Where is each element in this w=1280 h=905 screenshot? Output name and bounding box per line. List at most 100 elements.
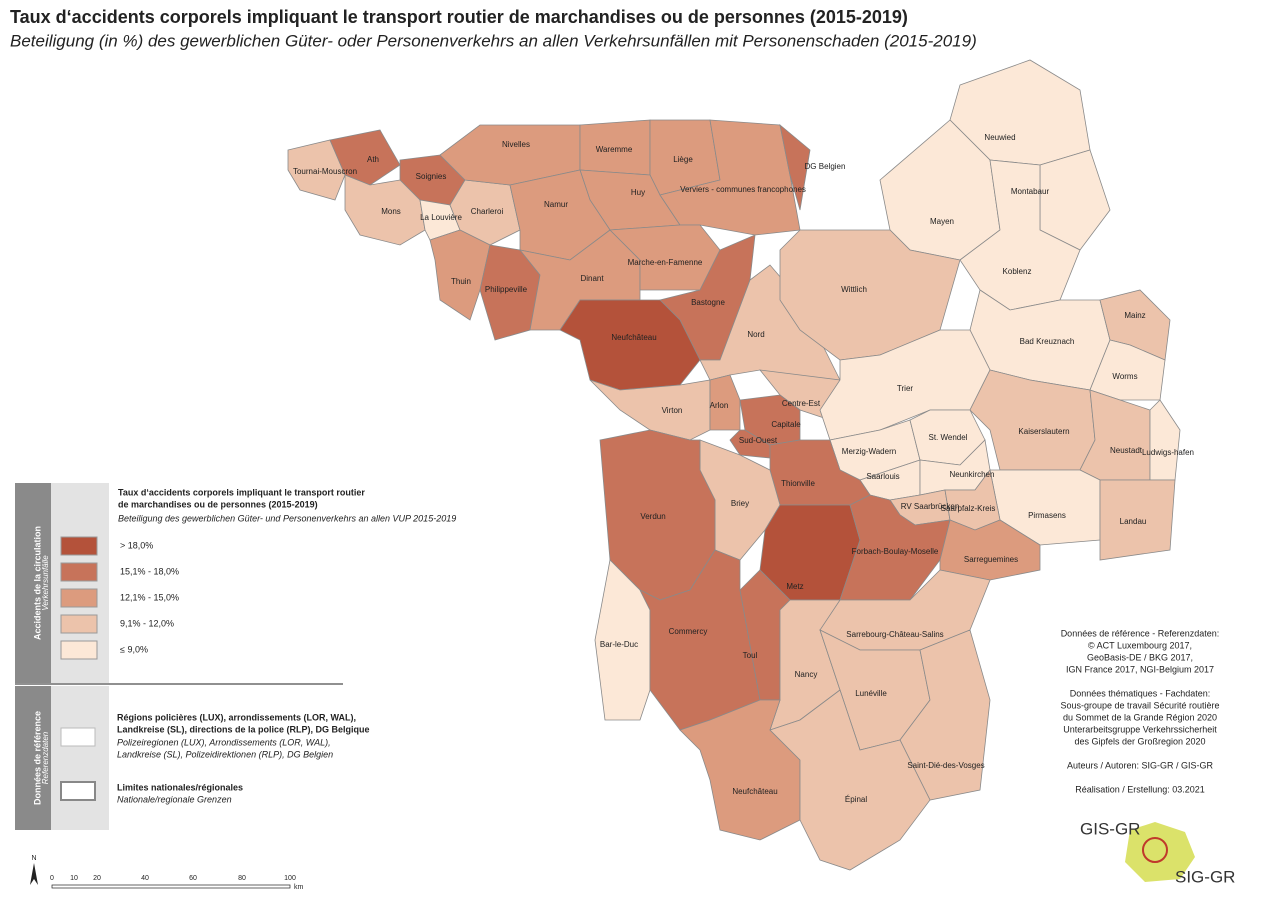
region-label: Neunkirchen [950, 470, 995, 479]
scale-label: 40 [141, 875, 149, 882]
legend-swatch [60, 640, 98, 660]
region-label: Wittlich [841, 285, 867, 294]
region-label: Bad Kreuznach [1020, 337, 1075, 346]
scale-label: 0 [50, 875, 54, 882]
region-label: Worms [1112, 372, 1137, 381]
region [429, 229, 491, 321]
region-label: Montabaur [1011, 187, 1050, 196]
legend-label: > 18,0% [120, 540, 153, 550]
credit-line: Unterarbeitsgruppe Verkehrssicherheit [1063, 724, 1217, 734]
region-label: Forbach-Boulay-Moselle [852, 547, 939, 556]
title: Taux d‘accidents corporels impliquant le… [10, 7, 908, 27]
region [899, 629, 991, 801]
legend-band [15, 483, 51, 683]
legend-side: Accidents de la circulation [32, 526, 42, 640]
ref-swatch [60, 781, 96, 801]
region [769, 689, 931, 871]
credits: Données de référence - Referenzdaten: © A… [1060, 628, 1219, 794]
region-label: Saint-Dié-des-Vosges [907, 761, 984, 770]
ref-text: Polizeiregionen (LUX), Arrondissements (… [117, 737, 331, 747]
region-label: Mons [381, 207, 401, 216]
region [1149, 399, 1181, 481]
legend-label: 12,1% - 15,0% [120, 592, 179, 602]
region-label: Épinal [845, 795, 867, 804]
scale-bar: N 0 10 20 40 60 80 100 km [30, 855, 304, 891]
region-label: Briey [731, 499, 749, 508]
region-label: Sud-Ouest [739, 436, 778, 445]
credit-line: Données de référence - Referenzdaten: [1061, 628, 1220, 638]
credit-line: © ACT Luxembourg 2017, [1088, 640, 1192, 650]
region-label: Soignies [416, 172, 447, 181]
region-label: Centre-Est [782, 399, 821, 408]
region-label: Liège [673, 155, 693, 164]
region-label: Merzig-Wadern [842, 447, 896, 456]
ref-text: Régions policières (LUX), arrondissement… [117, 712, 356, 722]
region-label: Koblenz [1003, 267, 1032, 276]
region-label: Ath [367, 155, 379, 164]
region [329, 129, 401, 186]
logo-text: GIS-GR [1080, 819, 1140, 838]
legend-band [51, 686, 109, 830]
legend-side: Données de référence [32, 711, 42, 805]
scale-label: 20 [93, 875, 101, 882]
logo-target [1142, 837, 1168, 863]
legend-swatch [60, 588, 98, 608]
subtitle: Beteiligung (in %) des gewerblichen Güte… [10, 31, 977, 50]
ref-text: Limites nationales/régionales [117, 782, 243, 792]
region-label: Metz [786, 582, 803, 591]
region-label: Ludwigs-hafen [1142, 448, 1194, 457]
region-label: Dinant [580, 274, 604, 283]
legend-title: de marchandises ou de personnes (2015-20… [118, 499, 318, 509]
region-label: DG Belgien [805, 162, 846, 171]
legend-side: Referenzdaten [41, 731, 50, 784]
region-label: Saarlouis [866, 472, 899, 481]
ref-swatch [60, 727, 96, 747]
legend-swatch [60, 614, 98, 634]
scale-unit: km [294, 884, 304, 891]
region-label: Lunéville [855, 689, 887, 698]
logo: GIS-GR SIG-GR [1080, 819, 1235, 886]
legend-label: 9,1% - 12,0% [120, 618, 174, 628]
region [939, 519, 1041, 581]
credit-line: Réalisation / Erstellung: 03.2021 [1075, 784, 1205, 794]
region-label: Thuin [451, 277, 471, 286]
region-label: Neufchâteau [732, 787, 777, 796]
region-label: Charleroi [471, 207, 504, 216]
region-label: Neustadt [1110, 446, 1143, 455]
region-label: Mayen [930, 217, 954, 226]
region-label: Huy [631, 188, 645, 197]
legend-band [15, 686, 51, 830]
legend-swatch [60, 536, 98, 556]
region-label: Toul [743, 651, 758, 660]
ref-text: Nationale/regionale Grenzen [117, 794, 232, 804]
region-label: Bar-le-Duc [600, 640, 638, 649]
scale-label: 100 [284, 875, 296, 882]
region-label: Mainz [1124, 311, 1145, 320]
credit-line: du Sommet de la Grande Région 2020 [1063, 712, 1217, 722]
region-label: Capitale [771, 420, 801, 429]
north-arrow [30, 863, 38, 885]
logo-text: SIG-GR [1175, 867, 1235, 886]
credit-line: Données thématiques - Fachdaten: [1070, 688, 1211, 698]
region-label: Kaiserslautern [1018, 427, 1069, 436]
region-label: Namur [544, 200, 568, 209]
region-label: Sarrebourg-Château-Salins [846, 630, 943, 639]
legend-label: ≤ 9,0% [120, 644, 148, 654]
legend-label: 15,1% - 18,0% [120, 566, 179, 576]
ref-text: Landkreise (SL), directions de la police… [117, 724, 370, 734]
ref-text: Landkreise (SL), Polizeidirektionen (RLP… [117, 749, 333, 759]
region [709, 374, 741, 431]
region-label: Philippeville [485, 285, 528, 294]
region-label: Sarreguemines [964, 555, 1018, 564]
scale-label: 80 [238, 875, 246, 882]
region-label: Marche-en-Famenne [628, 258, 703, 267]
region-label: Neufchâteau [611, 333, 656, 342]
region-label: Verviers - communes francophones [680, 185, 806, 194]
credit-line: IGN France 2017, NGI-Belgium 2017 [1066, 664, 1214, 674]
regions [287, 59, 1181, 871]
region-label: St. Wendel [929, 433, 968, 442]
region-label: Waremme [596, 145, 633, 154]
credit-line: GeoBasis-DE / BKG 2017, [1087, 652, 1193, 662]
region [759, 369, 841, 421]
